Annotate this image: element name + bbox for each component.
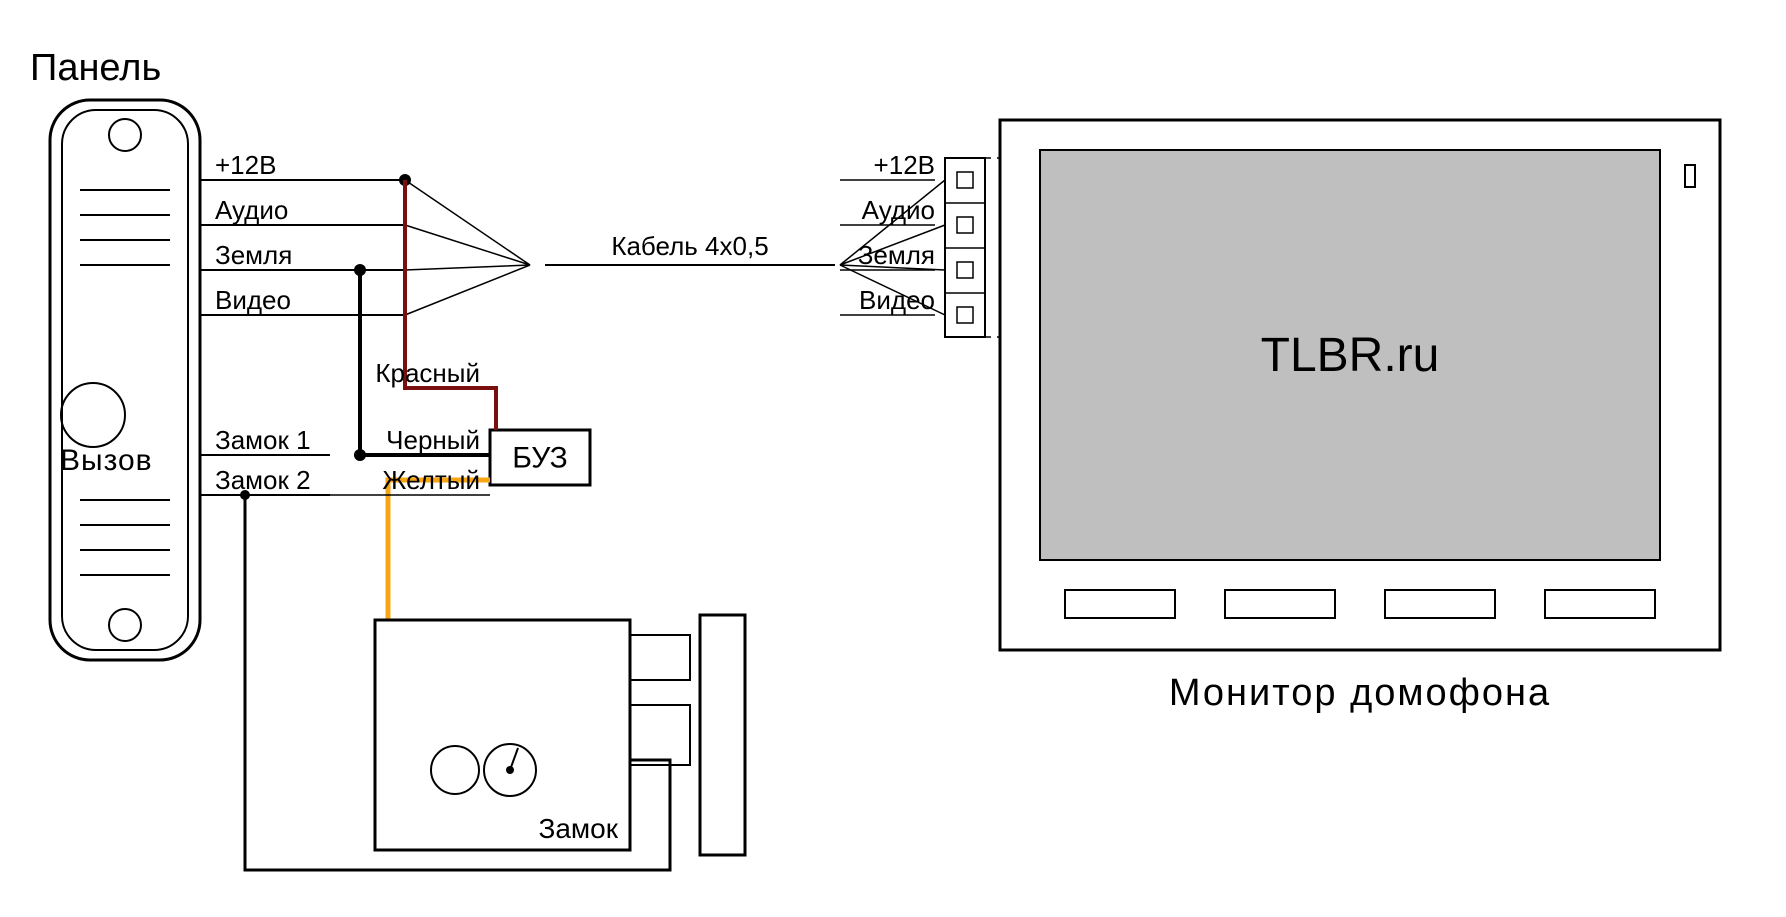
wire-video-label-right: Видео <box>859 285 935 315</box>
junction-lock1 <box>354 449 366 461</box>
terminal-gnd <box>957 262 973 278</box>
wire-12v-label-left: +12В <box>215 150 276 180</box>
lock-cylinder-2-tick <box>510 748 518 770</box>
red-label: Красный <box>375 358 480 388</box>
lock1-label: Замок 1 <box>215 425 311 455</box>
lock-bolt-2 <box>630 705 690 765</box>
monitor-button-1 <box>1065 590 1175 618</box>
wire-audio-label-right: Аудио <box>862 195 935 225</box>
wire-12v-conv-left <box>405 180 530 265</box>
lock-strike <box>700 615 745 855</box>
lock2-label: Замок 2 <box>215 465 311 495</box>
buz-label: БУЗ <box>512 442 568 475</box>
panel-call-label: Вызов <box>60 444 153 477</box>
wire-video-label-left: Видео <box>215 285 291 315</box>
monitor-led <box>1685 165 1695 187</box>
panel-screw-top <box>109 119 141 151</box>
lock-label: Замок <box>538 813 618 844</box>
panel-title: Панель <box>30 47 161 89</box>
wire-audio-conv-left <box>405 225 530 265</box>
wire-yellow <box>388 480 490 620</box>
wire-gnd-label-left: Земля <box>215 240 292 270</box>
yellow-label: Желтый <box>382 465 480 495</box>
lock-cylinder-1 <box>431 746 479 794</box>
terminal-12v <box>957 172 973 188</box>
monitor-screen-text: TLBR.ru <box>1261 329 1440 382</box>
terminal-audio <box>957 217 973 233</box>
wire-audio-label-left: Аудио <box>215 195 288 225</box>
wire-12v-label-right: +12В <box>874 150 935 180</box>
junction-lock2 <box>240 490 250 500</box>
terminal-video <box>957 307 973 323</box>
wire-red <box>405 180 496 430</box>
monitor-button-2 <box>1225 590 1335 618</box>
monitor-button-3 <box>1385 590 1495 618</box>
cable-label: Кабель 4х0,5 <box>611 231 768 261</box>
monitor-button-4 <box>1545 590 1655 618</box>
wire-gnd-label-right: Земля <box>858 240 935 270</box>
black-label: Черный <box>386 425 480 455</box>
wire-video-conv-left <box>405 265 530 315</box>
monitor-title: Монитор домофона <box>1169 672 1551 714</box>
panel-camera <box>61 383 125 447</box>
panel-screw-bottom <box>109 609 141 641</box>
wire-gnd-conv-left <box>405 265 530 270</box>
lock-bolt-1 <box>630 635 690 680</box>
